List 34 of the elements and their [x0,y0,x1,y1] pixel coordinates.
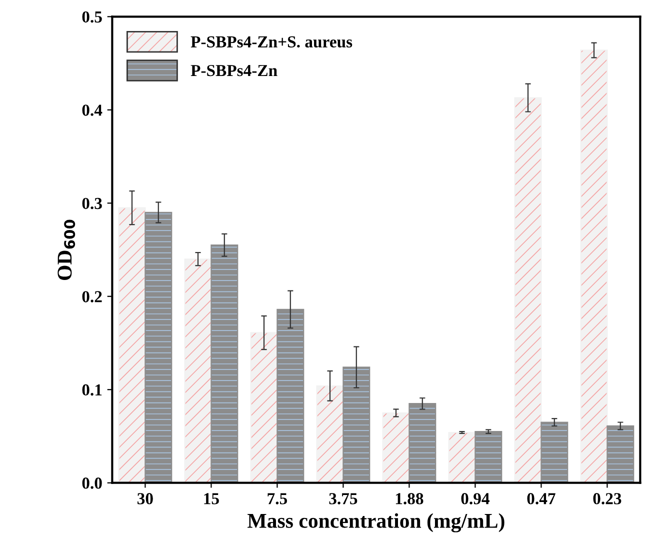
x-tick-label: 0.23 [593,493,622,504]
y-axis-title: OD$_{600}$ [58,220,76,280]
x-tick-label: 15 [204,493,219,504]
bar [580,50,608,483]
x-axis-title: Mass concentration (mg/mL) [248,513,504,532]
bar [382,412,410,483]
bar [606,425,634,483]
x-tick-label: 3.75 [329,493,358,504]
bar [342,366,370,483]
legend-label: P-SBPs4-Zn+S. aureus [190,36,352,48]
bar [514,97,542,483]
y-tick-label: 0.2 [82,291,102,302]
x-tick-label: 30 [137,493,153,504]
bar [316,385,344,483]
bar [118,207,146,483]
bar [184,258,212,483]
bar [144,212,172,483]
x-tick-label: 7.5 [268,493,288,504]
bar [474,431,502,483]
bar [276,308,304,483]
bar [210,244,238,483]
x-tick-label: 0.47 [527,493,556,504]
y-tick-label: 0.0 [82,478,102,489]
x-tick-label: 1.88 [396,493,424,504]
x-tick-label: 0.94 [461,493,490,504]
y-tick-label: 0.4 [82,104,102,116]
bar [408,403,436,483]
bar [448,432,476,483]
bar [540,422,568,483]
y-tick-label: 0.1 [82,384,102,396]
y-tick-label: 0.5 [82,11,102,23]
bar [250,332,278,483]
y-tick-label: 0.3 [82,198,102,210]
legend-label: P-SBPs4-Zn [190,64,278,76]
